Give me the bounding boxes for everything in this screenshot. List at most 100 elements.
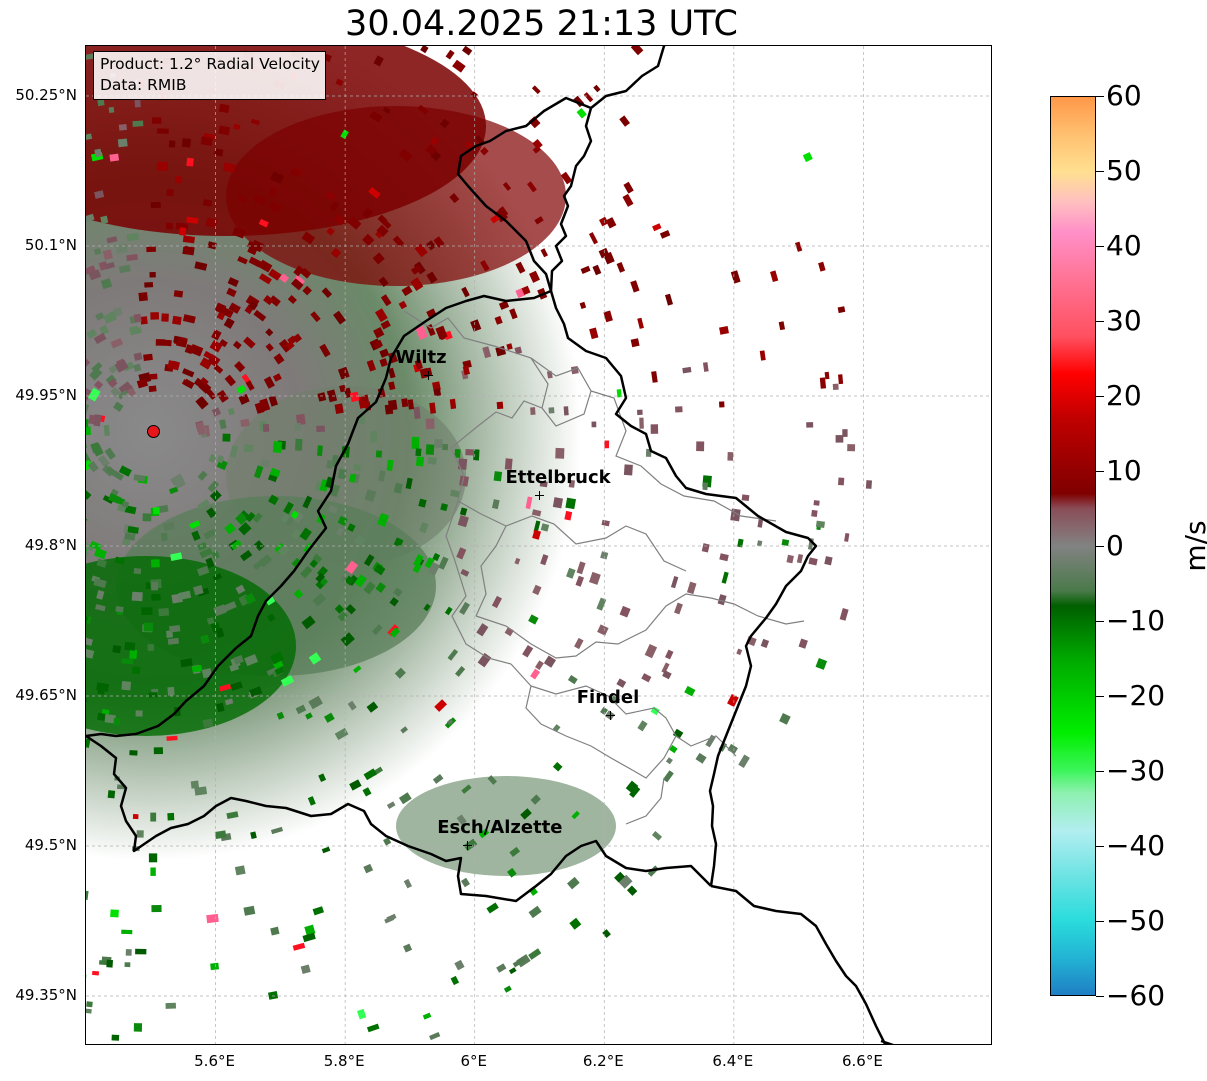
echo-gate [580,265,591,274]
echo-gate [124,962,131,968]
echo-gate [308,652,322,665]
echo-gate [171,360,180,371]
echo-gate [318,773,327,783]
echo-gate [798,638,808,649]
echo-gate [268,395,278,407]
colorbar-tick [1096,246,1104,247]
echo-gate [206,389,217,400]
echo-gate [425,144,437,156]
echo-gate [170,552,183,562]
colorbar-tick [1096,696,1104,697]
echo-gate [786,554,794,564]
echo-gate [270,171,285,184]
echo-gate [393,537,404,548]
echo-gate [186,216,199,224]
echo-gate [207,241,217,250]
city-marker [424,371,434,380]
echo-gate [429,402,437,414]
echo-gate [100,215,109,225]
echo-gate [778,321,786,331]
echo-gate [552,497,563,509]
echo-gate [522,645,534,658]
echo-gate [213,364,224,374]
echo-gate [532,138,543,150]
echo-gate [567,876,580,890]
echo-gate [366,1023,380,1033]
echo-gate [592,264,602,276]
echo-gate [268,187,278,198]
city-marker [605,711,615,720]
echo-gate [410,277,424,292]
echo-gate [379,358,388,368]
echo-gate [291,557,303,569]
echo-gate [445,49,455,60]
echo-gate [415,448,422,457]
echo-gate [496,963,507,973]
echo-gate [205,217,218,228]
echo-gate [262,423,270,432]
echo-gate [223,317,235,329]
echo-gate [824,556,833,566]
echo-gate [470,319,482,332]
echo-gate [126,253,138,262]
echo-gate [211,329,222,341]
echo-gate [263,295,274,306]
echo-gate [166,735,178,741]
echo-gate [616,678,627,688]
echo-gate [150,312,160,320]
echo-gate [456,814,467,826]
echo-gate [407,399,415,410]
echo-gate [652,223,662,232]
colorbar-tick-label: −30 [1106,753,1166,787]
echo-gate [603,251,615,265]
echo-gate [165,222,173,230]
echo-gate [702,482,709,491]
echo-gate [426,240,437,251]
echo-gate [533,520,541,533]
echo-gate [191,530,201,541]
echo-gate [487,775,497,785]
echo-gate [173,290,184,298]
echo-gate [211,550,220,560]
echo-gate [315,572,326,583]
echo-gate [340,129,349,139]
colorbar-tick [1096,471,1104,472]
echo-gate [531,85,541,95]
echo-gate [491,499,500,510]
echo-gate [149,373,158,380]
echo-gate [317,392,327,402]
echo-gate [490,214,501,224]
echo-gate [375,450,383,458]
echo-gate [276,711,285,720]
lon-tick-label: 5.6°E [194,1052,235,1070]
echo-gate [806,422,814,428]
echo-gate [244,592,256,605]
echo-gate [824,371,830,380]
echo-gate [283,501,294,515]
echo-gate [695,752,707,764]
echo-gate [121,681,132,691]
echo-gate [384,404,394,415]
echo-gate [320,577,329,587]
echo-gate [373,55,384,67]
echo-gate [248,256,262,268]
echo-gate [86,328,98,339]
echo-gate [267,613,276,622]
echo-gate [477,652,492,668]
echo-gate [837,477,845,486]
echo-gate [736,648,743,656]
echo-gate [379,348,390,358]
echo-gate [250,831,257,839]
echo-gate [136,378,149,389]
echo-gate [107,790,116,799]
echo-gate [337,515,348,526]
echo-gate [393,482,403,494]
echo-gate [324,190,336,202]
echo-gate [253,309,267,322]
echo-gate [626,885,638,896]
colorbar-tick [1096,546,1104,547]
echo-gate [193,585,204,596]
echo-gate [348,473,357,483]
echo-gate [118,465,132,477]
echo-gate [741,494,750,502]
